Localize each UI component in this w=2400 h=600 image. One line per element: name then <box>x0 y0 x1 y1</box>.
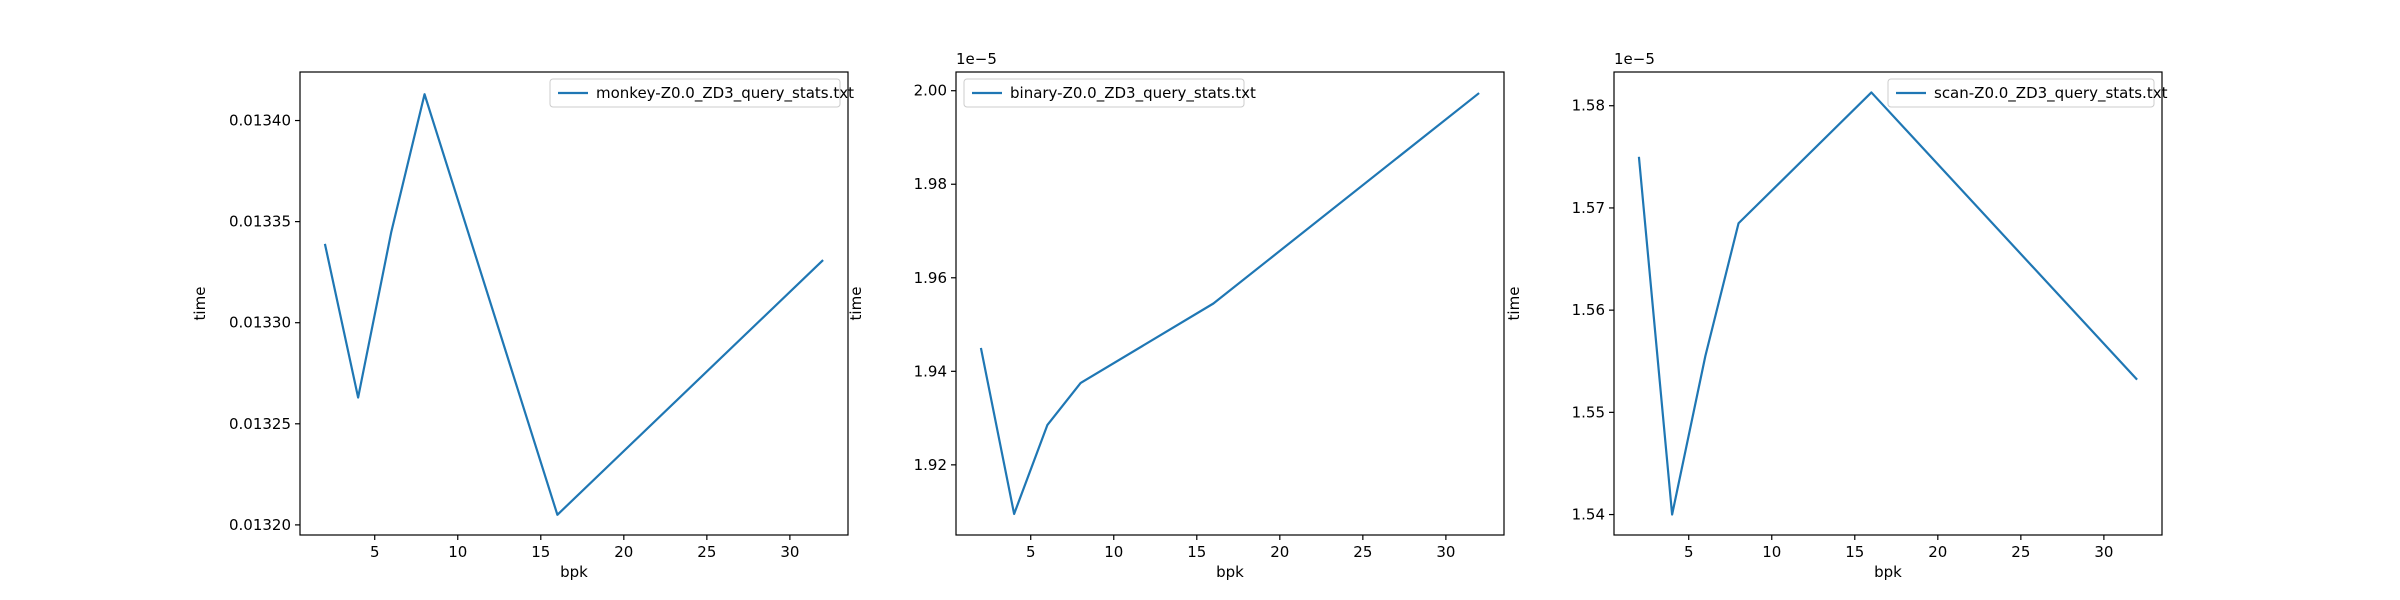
series-line <box>1637 91 2138 516</box>
legend-box <box>1887 78 2155 108</box>
x-tick-label: 5 <box>1684 543 1694 561</box>
axes-frame <box>955 71 1505 536</box>
y-offset-text: 1e−5 <box>956 50 997 68</box>
x-tick-label: 20 <box>614 543 633 561</box>
x-tick-label: 30 <box>780 543 799 561</box>
y-tick-label: 1.58 <box>1572 97 1605 115</box>
axes-frame <box>1613 71 2163 536</box>
x-tick-label: 10 <box>1104 543 1123 561</box>
y-axis-label: time <box>847 287 865 321</box>
x-tick-label: 5 <box>1026 543 1036 561</box>
y-tick-label: 0.01340 <box>229 112 291 130</box>
y-tick-label: 1.98 <box>914 175 947 193</box>
x-tick-label: 25 <box>1353 543 1372 561</box>
y-tick-label: 0.01335 <box>229 213 291 231</box>
y-tick-label: 1.94 <box>914 362 947 380</box>
legend-box <box>549 78 841 108</box>
y-offset-text: 1e−5 <box>1614 50 1655 68</box>
x-tick-label: 20 <box>1270 543 1289 561</box>
series-line <box>979 92 1480 516</box>
x-tick-label: 25 <box>697 543 716 561</box>
x-axis-label: bpk <box>1216 563 1244 581</box>
legend-box <box>963 78 1245 108</box>
y-tick-label: 1.56 <box>1572 301 1605 319</box>
y-axis-label: time <box>191 287 209 321</box>
x-tick-label: 20 <box>1928 543 1947 561</box>
x-tick-label: 10 <box>448 543 467 561</box>
y-tick-label: 1.54 <box>1572 506 1605 524</box>
x-tick-label: 25 <box>2011 543 2030 561</box>
y-tick-label: 0.01330 <box>229 314 291 332</box>
series-line <box>323 93 824 516</box>
chart-panel-3: 5 10 15 20 25 30 1.54 1.55 1.56 1.57 1.58 bpk time 1e… <box>1505 50 2168 581</box>
y-axis-label: time <box>1505 287 1523 321</box>
y-tick-label: 0.01325 <box>229 415 291 433</box>
x-tick-label: 30 <box>2094 543 2113 561</box>
legend-label: monkey-Z0.0_ZD3_query_stats.txt <box>596 84 854 103</box>
x-tick-label: 5 <box>370 543 380 561</box>
y-tick-label: 1.57 <box>1572 199 1605 217</box>
chart-panel-1: 5 10 15 20 25 30 0.01320 0.01325 0.01330 0.01335 0… <box>191 71 854 581</box>
legend-label: scan-Z0.0_ZD3_query_stats.txt <box>1934 84 2168 103</box>
y-tick-label: 1.92 <box>914 456 947 474</box>
x-axis-label: bpk <box>560 563 588 581</box>
x-tick-label: 15 <box>1187 543 1206 561</box>
y-tick-label: 1.55 <box>1572 403 1605 421</box>
legend-label: binary-Z0.0_ZD3_query_stats.txt <box>1010 84 1256 103</box>
y-tick-label: 0.01320 <box>229 516 291 534</box>
legend: monkey-Z0.0_ZD3_query_stats.txt <box>549 78 854 108</box>
legend: binary-Z0.0_ZD3_query_stats.txt <box>963 78 1256 108</box>
axes-frame <box>299 71 849 536</box>
x-tick-label: 30 <box>1436 543 1455 561</box>
y-tick-label: 1.96 <box>914 269 947 287</box>
x-axis-label: bpk <box>1874 563 1902 581</box>
x-tick-label: 10 <box>1762 543 1781 561</box>
chart-panel-2: 5 10 15 20 25 30 1.92 1.94 1.96 1.98 2.00 bpk time 1e… <box>847 50 1505 581</box>
x-tick-label: 15 <box>531 543 550 561</box>
x-tick-label: 15 <box>1845 543 1864 561</box>
legend: scan-Z0.0_ZD3_query_stats.txt <box>1887 78 2168 108</box>
y-tick-label: 2.00 <box>914 82 947 100</box>
